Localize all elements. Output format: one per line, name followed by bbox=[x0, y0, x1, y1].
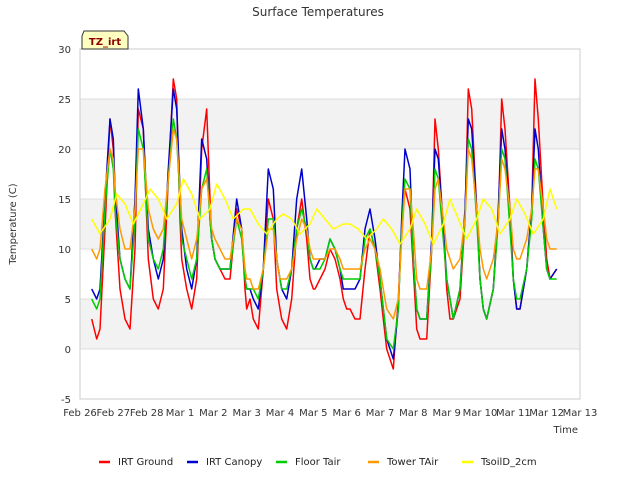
y-tick-label: 25 bbox=[58, 95, 71, 106]
series-layer bbox=[90, 78, 558, 370]
chart-title: Surface Temperatures bbox=[252, 5, 384, 19]
x-tick-label: Feb 26 bbox=[63, 408, 97, 419]
x-tick-label: Mar 4 bbox=[266, 408, 294, 419]
legend-label-floor-tair: Floor Tair bbox=[295, 457, 341, 468]
x-tick-label: Mar 1 bbox=[166, 408, 194, 419]
x-axis-title: Time bbox=[553, 425, 578, 436]
site-badge-label: TZ_irt bbox=[89, 37, 121, 48]
plot-frame bbox=[79, 48, 581, 400]
y-tick-label: 15 bbox=[58, 195, 71, 206]
plot-band bbox=[80, 99, 580, 149]
x-tick-label: Mar 8 bbox=[399, 408, 427, 419]
series-line-tsoild-2cm bbox=[91, 178, 558, 245]
legend: IRT Ground IRT Canopy Floor Tair Tower TAir… bbox=[99, 457, 537, 468]
x-tick-label: Mar 2 bbox=[199, 408, 227, 419]
y-tick-label: 30 bbox=[58, 45, 71, 56]
series-line-tower-tair bbox=[91, 128, 557, 320]
legend-label-tower-tair: Tower TAir bbox=[386, 457, 439, 468]
legend-label-irt-ground: IRT Ground bbox=[118, 457, 173, 468]
x-tick-labels: Feb 26 Feb 27 Feb 28 Mar 1 Mar 2 Mar 3 Mar 4 Ma… bbox=[63, 408, 597, 419]
site-badge-box bbox=[81, 30, 129, 50]
x-tick-label: Mar 10 bbox=[463, 408, 498, 419]
y-tick-label: 10 bbox=[58, 245, 71, 256]
plot-band bbox=[80, 299, 580, 349]
x-tick-label: Mar 13 bbox=[563, 408, 598, 419]
y-tick-labels: -5 0 5 10 15 20 25 30 bbox=[58, 45, 71, 406]
site-badge: TZ_irt bbox=[81, 30, 129, 50]
x-tick-label: Feb 27 bbox=[97, 408, 131, 419]
x-tick-label: Mar 3 bbox=[232, 408, 260, 419]
y-axis-title: Temperature (C) bbox=[8, 183, 19, 265]
y-tick-label: 20 bbox=[58, 145, 71, 156]
x-tick-label: Mar 12 bbox=[529, 408, 564, 419]
legend-label-tsoild-2cm: TsoilD_2cm bbox=[480, 457, 537, 468]
x-tick-label: Mar 9 bbox=[432, 408, 460, 419]
x-tick-label: Feb 28 bbox=[130, 408, 164, 419]
x-tick-label: Mar 5 bbox=[299, 408, 327, 419]
y-tick-label: 5 bbox=[65, 295, 71, 306]
x-tick-label: Mar 6 bbox=[332, 408, 360, 419]
y-tick-label: 0 bbox=[65, 345, 71, 356]
x-tick-label: Mar 11 bbox=[496, 408, 531, 419]
y-tick-label: -5 bbox=[61, 395, 71, 406]
legend-label-irt-canopy: IRT Canopy bbox=[206, 457, 262, 468]
x-tick-label: Mar 7 bbox=[366, 408, 394, 419]
